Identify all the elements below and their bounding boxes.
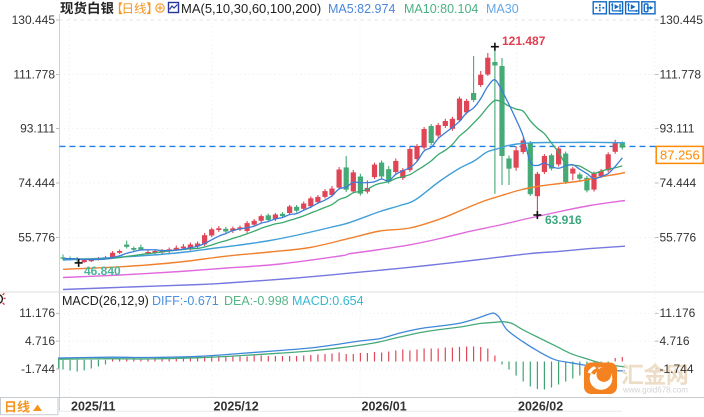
svg-text:4.716: 4.716	[25, 334, 55, 348]
svg-text:-1.744: -1.744	[660, 362, 694, 376]
svg-text:11.176: 11.176	[660, 306, 696, 320]
svg-text:4.716: 4.716	[660, 334, 690, 348]
svg-text:-1.744: -1.744	[21, 362, 55, 376]
svg-text:74.444: 74.444	[18, 176, 55, 190]
svg-text:130.445: 130.445	[660, 13, 704, 27]
svg-text:MA30: MA30	[486, 2, 519, 16]
svg-text:111.778: 111.778	[660, 67, 702, 81]
svg-text:74.444: 74.444	[660, 176, 697, 190]
svg-text:121.487: 121.487	[502, 34, 546, 48]
svg-text:MA5:82.974: MA5:82.974	[328, 2, 395, 16]
svg-text:11.176: 11.176	[19, 306, 55, 320]
svg-text:93.111: 93.111	[20, 121, 55, 135]
svg-text:MA10:80.104: MA10:80.104	[404, 2, 478, 16]
svg-text:55.776: 55.776	[660, 230, 697, 244]
svg-text:46.840: 46.840	[84, 264, 121, 278]
svg-text:DIFF:-0.671: DIFF:-0.671	[152, 294, 219, 308]
svg-text:2025/11: 2025/11	[71, 400, 116, 414]
svg-text:130.445: 130.445	[12, 13, 56, 27]
svg-text:87.256: 87.256	[660, 148, 700, 163]
svg-text:2026/01: 2026/01	[362, 400, 407, 414]
svg-text:MACD:0.654: MACD:0.654	[292, 294, 364, 308]
svg-text:93.111: 93.111	[660, 121, 695, 135]
svg-text:DEA:-0.998: DEA:-0.998	[224, 294, 289, 308]
svg-text:MACD(26,12,9): MACD(26,12,9)	[62, 294, 149, 308]
svg-text:2026/02: 2026/02	[518, 400, 563, 414]
svg-text:111.778: 111.778	[13, 67, 55, 81]
svg-text:MA(5,10,30,60,100,200): MA(5,10,30,60,100,200)	[181, 1, 321, 16]
svg-text:55.776: 55.776	[18, 230, 55, 244]
svg-text:www.gold678.com: www.gold678.com	[622, 386, 688, 395]
svg-text:2025/12: 2025/12	[214, 400, 259, 414]
svg-text:63.916: 63.916	[545, 213, 582, 227]
